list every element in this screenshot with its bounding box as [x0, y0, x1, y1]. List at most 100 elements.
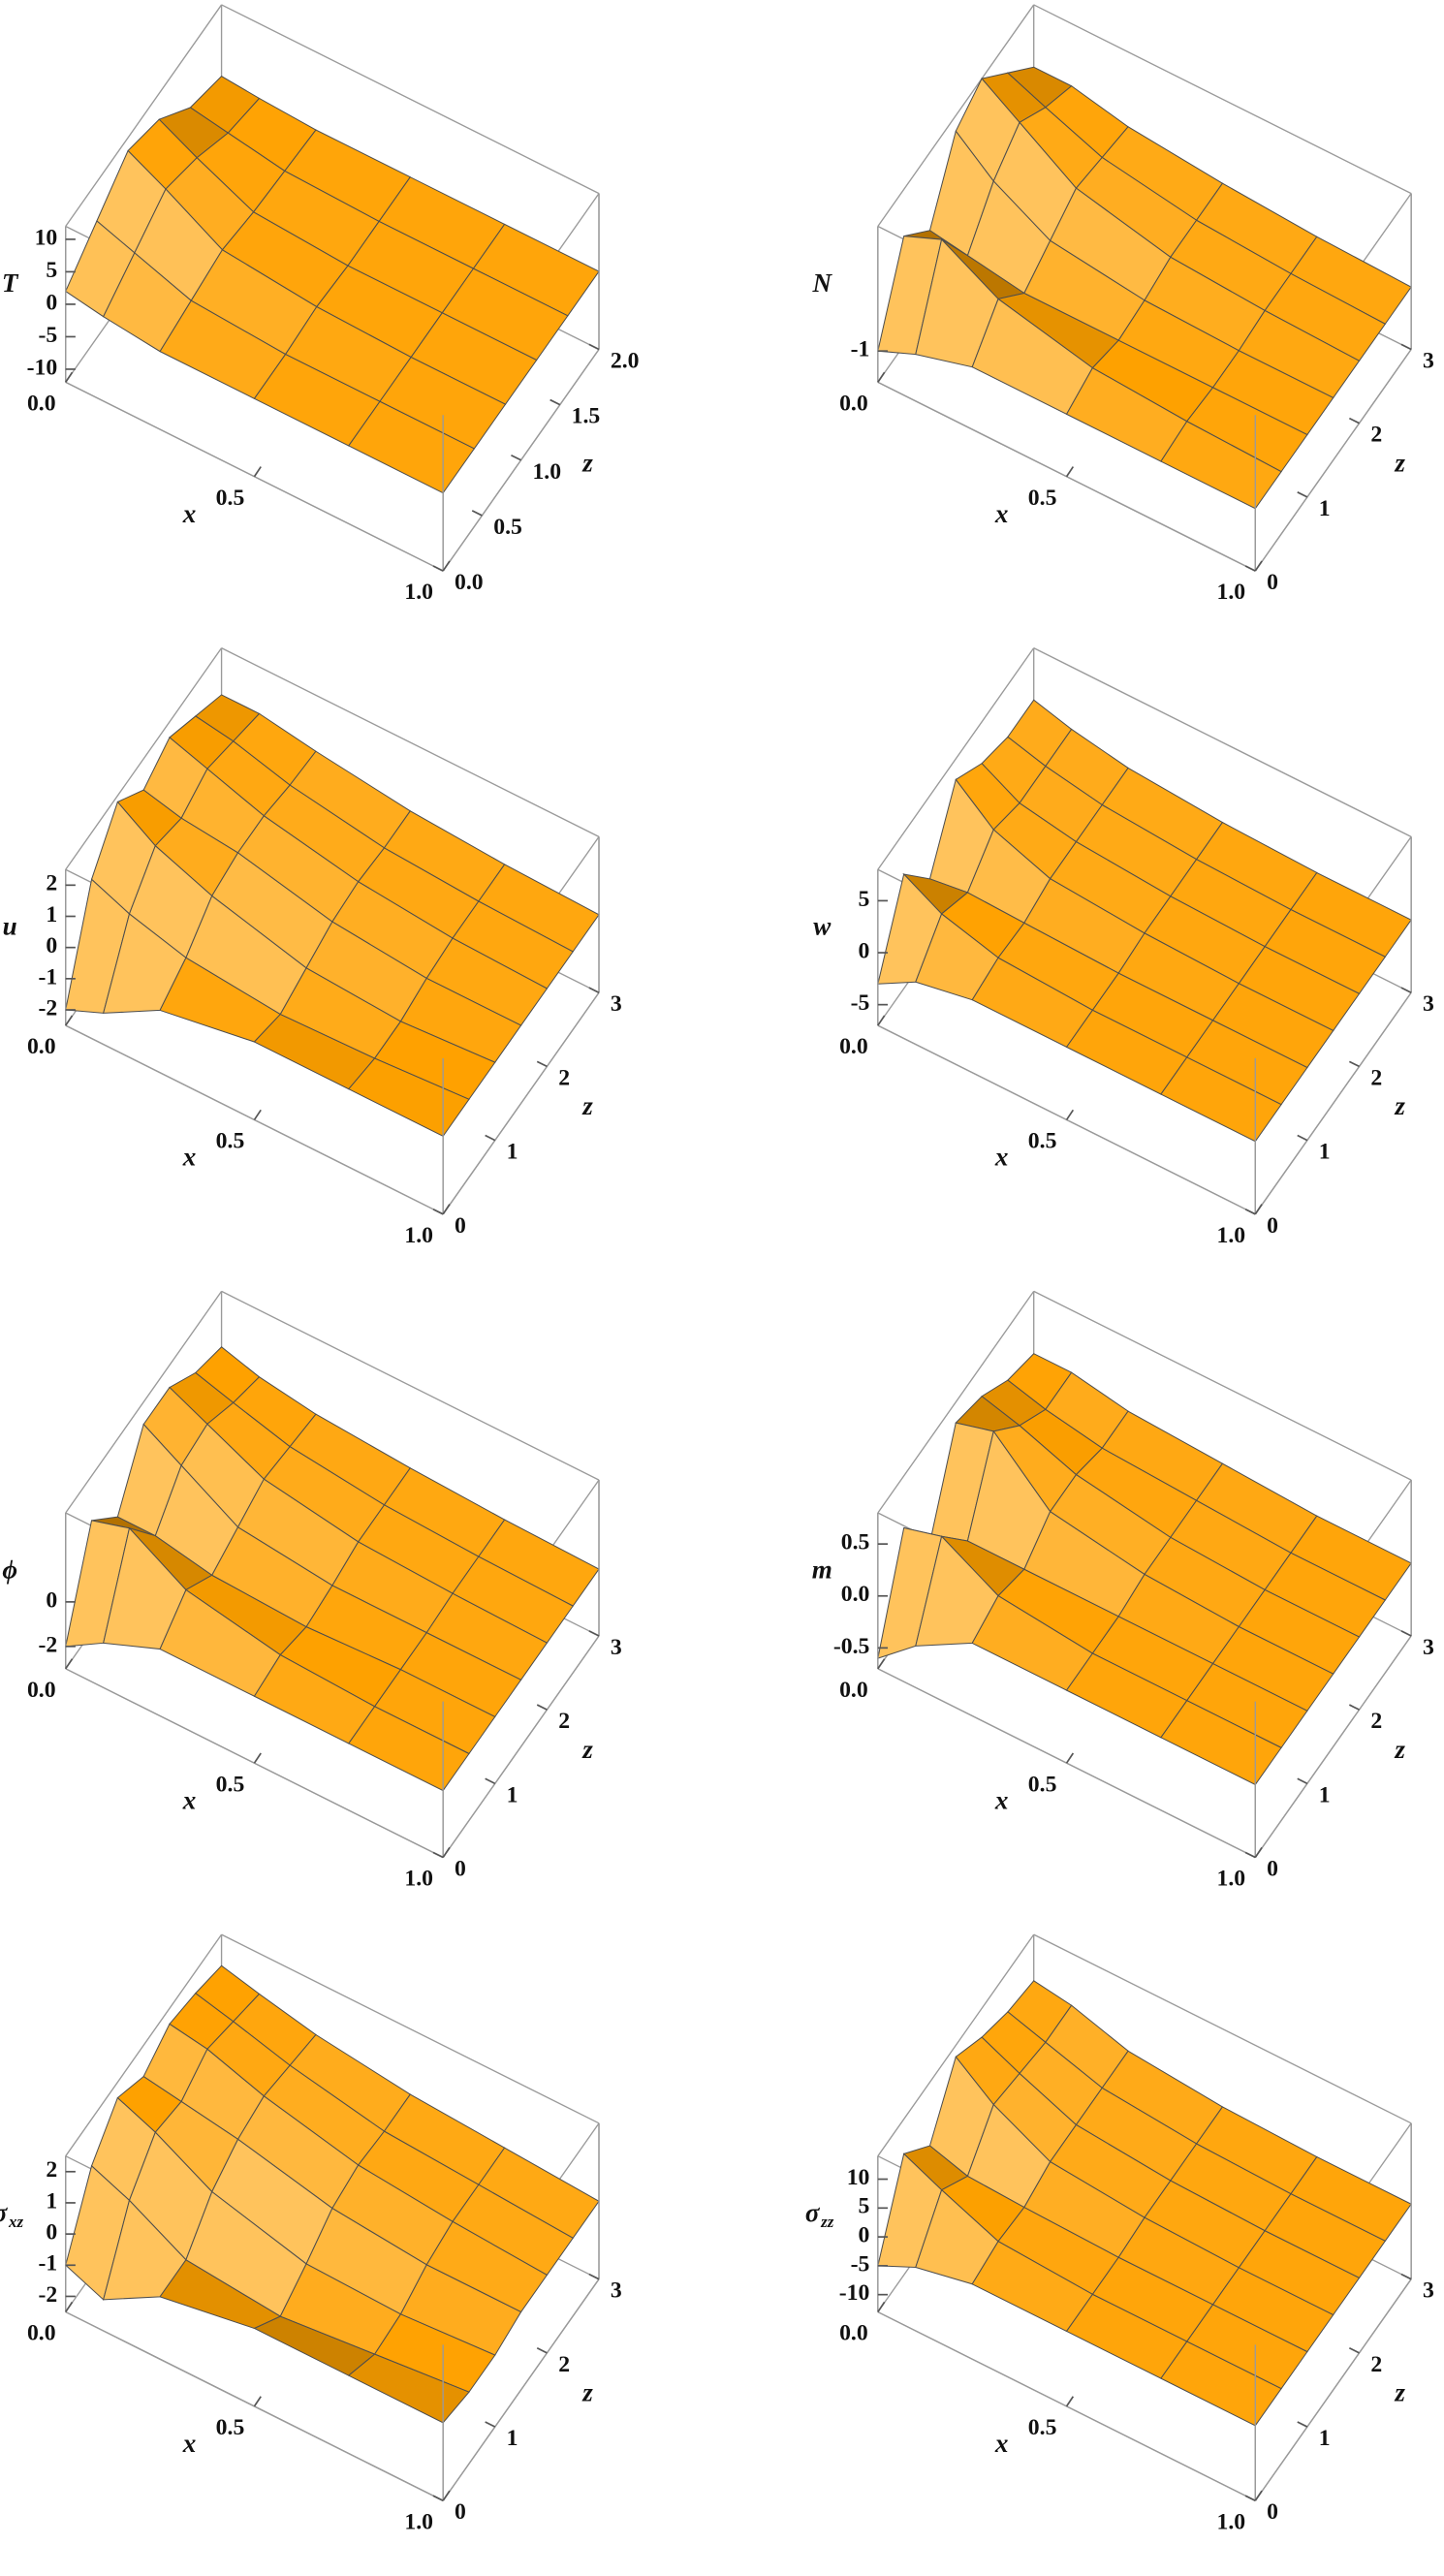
- x-tick-label: 0.5: [216, 486, 245, 511]
- z-tick-label: 3: [611, 1635, 622, 1660]
- v-tick-label: 2: [46, 2157, 57, 2183]
- x-axis-label: x: [994, 2429, 1009, 2458]
- v-axis-label: σ: [805, 2198, 821, 2227]
- z-tick: [1400, 987, 1412, 993]
- box-edge: [1033, 1290, 1412, 1481]
- z-tick-label: 2: [558, 2352, 570, 2377]
- z-tick: [485, 2421, 496, 2428]
- z-tick: [1348, 1060, 1360, 1068]
- z-tick: [536, 2347, 548, 2354]
- z-tick: [1297, 1777, 1308, 1785]
- x-tick: [877, 1658, 886, 1670]
- x-tick-label: 1.0: [1217, 1867, 1246, 1892]
- x-tick: [1065, 466, 1075, 478]
- z-tick: [1244, 1851, 1256, 1859]
- x-tick-label: 1.0: [404, 580, 433, 605]
- x-tick-label: 0.5: [216, 1772, 245, 1797]
- x-tick-label: 0.5: [216, 1129, 245, 1154]
- x-tick-label: 0.5: [1028, 1129, 1057, 1154]
- x-tick-label: 0.5: [1028, 2415, 1057, 2440]
- box-edge: [442, 1635, 600, 1858]
- z-tick: [1244, 1208, 1256, 1215]
- z-axis-label: z: [1394, 1735, 1405, 1764]
- z-tick-label: 0: [1267, 1857, 1278, 1882]
- box-edge: [65, 1290, 223, 1514]
- z-tick: [432, 2495, 444, 2502]
- z-tick-label: 1: [1319, 1782, 1331, 1807]
- z-tick-label: 3: [1423, 348, 1434, 373]
- box-edge: [65, 647, 223, 870]
- x-tick-label: 1.0: [404, 2509, 433, 2534]
- box-edge: [442, 991, 600, 1215]
- v-tick-label: -2: [39, 1632, 58, 1657]
- v-tick-label: -5: [851, 990, 870, 1016]
- z-tick: [1400, 2273, 1412, 2280]
- x-tick-label: 0.0: [839, 1678, 868, 1703]
- v-tick-label: 0: [859, 938, 870, 963]
- x-axis-label: x: [994, 1785, 1009, 1814]
- x-tick: [442, 560, 451, 572]
- z-axis-label: z: [581, 2378, 593, 2407]
- z-tick: [1348, 417, 1360, 424]
- v-tick-label: 5: [46, 258, 57, 283]
- z-tick-label: 0: [1267, 570, 1278, 595]
- x-tick: [65, 371, 74, 383]
- z-tick: [485, 1777, 496, 1785]
- surface-cell: [1160, 2340, 1282, 2427]
- z-tick-label: 2: [1370, 423, 1382, 448]
- surface-cell: [348, 1706, 470, 1792]
- v-axis-label: σ: [0, 2198, 9, 2227]
- x-tick-label: 0.0: [27, 1678, 56, 1703]
- v-tick-label: 1: [46, 902, 57, 927]
- box-edge: [1033, 647, 1412, 837]
- v-tick-label: -10: [27, 355, 58, 380]
- x-tick: [65, 1015, 74, 1026]
- x-tick: [65, 2301, 74, 2313]
- box-edge: [1254, 2278, 1412, 2501]
- x-tick: [1065, 1109, 1075, 1120]
- z-tick: [1244, 2495, 1256, 2502]
- v-tick-label: -1: [39, 964, 58, 990]
- z-tick-label: 0: [455, 1857, 466, 1882]
- z-axis-label: z: [581, 449, 593, 478]
- box-edge: [1254, 1635, 1412, 1858]
- v-tick-label: 0: [46, 933, 57, 958]
- z-axis-label: z: [1394, 2378, 1405, 2407]
- box-edge: [221, 647, 600, 837]
- x-tick-label: 1.0: [1217, 580, 1246, 605]
- x-tick-label: 0.0: [839, 1034, 868, 1059]
- z-tick: [432, 565, 444, 572]
- surface-cell: [1160, 1056, 1282, 1143]
- z-tick-label: 3: [611, 991, 622, 1017]
- v-tick-label: 5: [859, 887, 870, 912]
- x-tick-label: 0.0: [839, 2321, 868, 2346]
- surface-plot: 5 0 -5 w 0.0 0.5 1.0 x 0 1 2 3 z: [813, 647, 1434, 1248]
- z-tick-label: 1.5: [572, 404, 601, 429]
- z-tick-label: 1.0: [532, 459, 561, 485]
- z-axis-label: z: [1394, 1091, 1405, 1120]
- v-axis-label: u: [3, 912, 17, 941]
- v-axis-label: N: [812, 268, 833, 298]
- v-tick-label: -1: [39, 2251, 58, 2277]
- z-tick: [1297, 1134, 1308, 1142]
- x-tick-label: 1.0: [404, 1223, 433, 1248]
- v-tick-label: 2: [46, 871, 57, 896]
- v-tick-label: -2: [39, 995, 58, 1021]
- v-tick-label: 10: [847, 2165, 870, 2190]
- x-tick-label: 0.0: [839, 392, 868, 417]
- z-tick-label: 0: [1267, 1213, 1278, 1239]
- z-tick-label: 2: [1370, 2352, 1382, 2377]
- z-tick: [588, 1630, 600, 1637]
- v-tick-label: 0: [46, 290, 57, 315]
- x-tick: [442, 1204, 451, 1215]
- x-tick: [877, 371, 886, 383]
- box-edge: [221, 1933, 600, 2124]
- z-tick-label: 1: [1319, 2426, 1331, 2451]
- z-tick-label: 1: [507, 1140, 518, 1165]
- v-axis-label: m: [812, 1555, 832, 1584]
- x-tick: [442, 2490, 451, 2501]
- x-axis-label: x: [182, 2429, 197, 2458]
- z-tick: [1400, 343, 1412, 351]
- box-edge: [221, 4, 600, 195]
